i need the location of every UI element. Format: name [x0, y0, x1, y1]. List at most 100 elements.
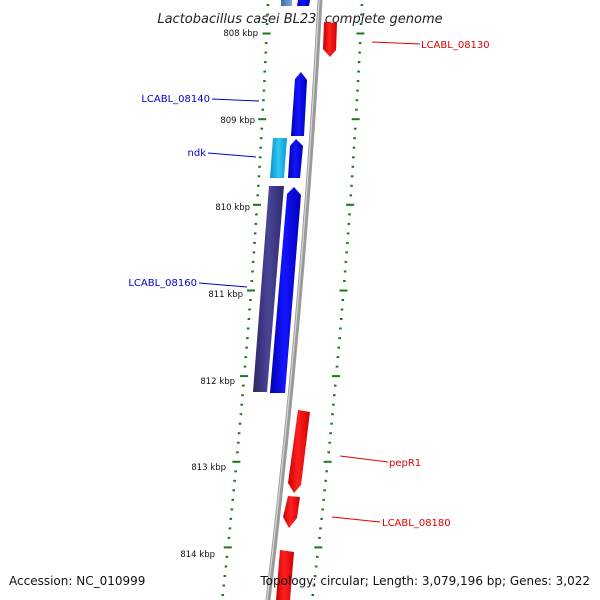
scale-tick-right	[331, 413, 334, 416]
scale-tick-right	[358, 51, 361, 54]
gene-lcabl-08140[interactable]	[291, 72, 307, 136]
scale-tick-right	[337, 346, 340, 349]
scale-tick-left	[223, 546, 232, 549]
label-lcabl-08160[interactable]: LCABL_08160	[128, 278, 197, 289]
scale-tick-right	[356, 80, 360, 83]
scale-tick-left	[230, 508, 234, 511]
scale-tick-right	[346, 232, 350, 235]
kbp-label-812: 812 kbp	[200, 377, 235, 387]
scale-tick-right	[320, 517, 323, 520]
scale-tick-left	[227, 536, 231, 539]
scale-tick-right	[313, 575, 317, 577]
gene-partial-top-1[interactable]	[281, 0, 292, 6]
scale-tick-right	[351, 118, 360, 121]
scale-tick-right	[311, 594, 315, 596]
gene-lcabl-08180[interactable]	[283, 496, 300, 528]
scale-tick-left	[247, 318, 251, 320]
scale-tick-left	[245, 346, 248, 349]
label-lcabl-08140[interactable]: LCABL_08140	[141, 94, 210, 105]
scale-tick-right	[321, 508, 324, 511]
scale-tick-left	[241, 394, 244, 397]
scale-tick-right	[333, 394, 336, 397]
scale-ticks-right	[311, 4, 365, 596]
scale-tick-left	[263, 70, 267, 73]
gene-lcabl-08160-strand[interactable]	[270, 187, 301, 393]
label-lcabl-08180[interactable]: LCABL_08180	[382, 518, 451, 529]
scale-tick-left	[262, 99, 265, 102]
scale-tick-left	[264, 42, 268, 45]
scale-tick-left	[253, 241, 256, 244]
scale-tick-left	[242, 384, 245, 387]
scale-tick-left	[234, 470, 237, 473]
scale-tick-left	[222, 584, 226, 587]
scale-tick-right	[312, 584, 316, 587]
scale-tick-right	[318, 536, 321, 539]
genome-backbone	[265, 0, 323, 600]
scale-ticks-left	[221, 4, 271, 596]
scale-tick-left	[255, 213, 258, 216]
gene-pepr1[interactable]	[288, 410, 310, 493]
label-pepr1[interactable]: pepR1	[389, 458, 421, 469]
scale-tick-right	[332, 375, 340, 378]
scale-tick-left	[263, 80, 266, 83]
scale-tick-left	[251, 260, 255, 263]
label-ndk[interactable]: ndk	[188, 148, 207, 159]
scale-tick-left	[240, 403, 243, 406]
scale-tick-right	[345, 251, 348, 254]
gene-lcabl-08160[interactable]	[253, 186, 284, 392]
scale-tick-right	[350, 184, 353, 187]
scale-tick-right	[355, 108, 358, 111]
scale-tick-right	[357, 61, 361, 64]
gene-lcabl-08130[interactable]	[323, 22, 337, 57]
kbp-label-808: 808 kbp	[223, 29, 258, 39]
scale-tick-right	[338, 337, 341, 340]
scale-tick-left	[254, 222, 258, 225]
scale-tick-right	[355, 99, 359, 102]
kbp-label-811: 811 kbp	[208, 290, 243, 300]
scale-tick-left	[259, 137, 263, 140]
gene-ndk[interactable]	[270, 138, 287, 178]
scale-tick-right	[360, 13, 363, 16]
scale-tick-right	[359, 23, 363, 25]
scale-tick-right	[333, 384, 337, 387]
gene-ndk-strand[interactable]	[288, 139, 303, 178]
scale-tick-left	[229, 517, 233, 520]
scale-tick-left	[236, 451, 239, 454]
scale-tick-right	[349, 194, 353, 197]
gene-partial-bottom[interactable]	[276, 550, 294, 600]
scale-tick-left	[237, 432, 241, 435]
map-title: Lactobacillus casei BL23, complete genom…	[157, 12, 442, 27]
scale-tick-left	[265, 23, 269, 25]
scale-tick-right	[328, 441, 331, 444]
scale-tick-right	[360, 4, 364, 6]
scale-tick-left	[262, 89, 266, 92]
scale-tick-right	[322, 498, 325, 501]
scale-tick-left	[258, 118, 267, 121]
scale-tick-left	[264, 51, 268, 54]
label-lcabl-08130[interactable]: LCABL_08130	[421, 40, 490, 51]
scale-tick-left	[224, 565, 228, 568]
gene-features	[253, 0, 337, 600]
scale-tick-right	[339, 318, 343, 320]
scale-tick-left	[253, 203, 261, 206]
gene-partial-top-2[interactable]	[297, 0, 310, 6]
kbp-label-813: 813 kbp	[191, 463, 226, 473]
scale-tick-left	[257, 175, 261, 178]
scale-tick-right	[357, 70, 360, 73]
scale-tick-left	[246, 337, 249, 340]
scale-tick-left	[266, 4, 270, 6]
scale-tick-right	[346, 241, 349, 244]
scale-tick-right	[352, 146, 356, 149]
scale-tick-right	[358, 42, 362, 45]
scale-tick-right	[323, 489, 326, 492]
kbp-label-810: 810 kbp	[215, 203, 250, 213]
scale-tick-right	[323, 460, 332, 463]
scale-tick-right	[335, 365, 339, 368]
kbp-label-814: 814 kbp	[180, 550, 215, 560]
scale-tick-left	[260, 127, 264, 130]
scale-tick-left	[256, 194, 259, 197]
scale-tick-right	[353, 137, 356, 140]
scale-tick-left	[232, 460, 241, 463]
scale-tick-right	[325, 470, 328, 473]
